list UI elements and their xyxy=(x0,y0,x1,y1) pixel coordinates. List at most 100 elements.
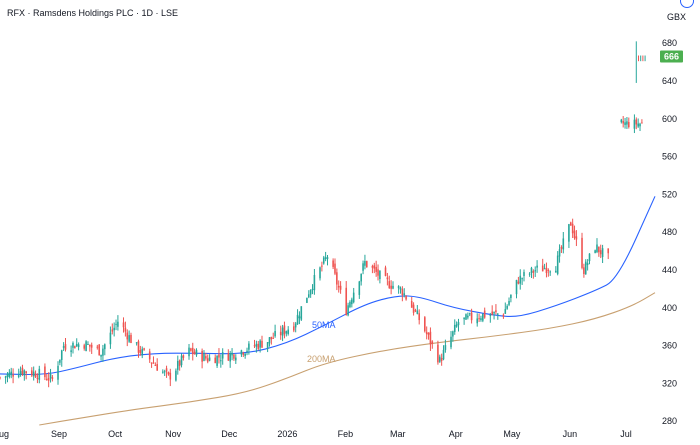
candle-body xyxy=(482,313,484,321)
candle-body xyxy=(598,246,600,253)
candle-body xyxy=(467,315,469,318)
candle-body xyxy=(44,366,46,378)
candle-body xyxy=(233,354,235,359)
candle-body xyxy=(205,356,207,359)
candle-body xyxy=(287,329,289,334)
candle-body xyxy=(412,304,415,313)
candle-body xyxy=(607,248,610,254)
candle-body xyxy=(98,344,100,356)
candle-body xyxy=(104,344,106,350)
candle-body xyxy=(31,370,33,376)
candle-body xyxy=(424,317,426,332)
y-tick-label: 280 xyxy=(662,416,677,426)
candle-body xyxy=(410,301,413,308)
x-tick-label: Dec xyxy=(221,429,238,439)
candle-body xyxy=(639,123,641,127)
candle-body xyxy=(165,368,168,372)
candle-body xyxy=(203,353,205,361)
candle-body xyxy=(465,314,467,320)
candle-body xyxy=(141,348,144,356)
candle-body xyxy=(255,343,258,347)
candle-body xyxy=(523,272,525,276)
last-price-badge-bg xyxy=(660,50,683,63)
candle-body xyxy=(517,281,520,284)
candle-body xyxy=(152,362,155,364)
candle-body xyxy=(148,351,151,360)
candle-body xyxy=(85,341,87,352)
candle-body xyxy=(90,344,93,348)
candle-body xyxy=(296,314,299,325)
candle-body xyxy=(425,331,428,335)
candle-body xyxy=(601,248,604,257)
candle-body xyxy=(137,341,140,353)
candle-body xyxy=(268,337,271,344)
candle-body xyxy=(571,223,574,234)
candle-body xyxy=(25,371,27,374)
candle-body xyxy=(309,289,312,295)
candle-body xyxy=(431,341,434,344)
candle-body xyxy=(221,352,224,359)
candle-body xyxy=(130,334,132,343)
candle-body xyxy=(508,301,510,305)
candle-body xyxy=(442,349,445,360)
candle-body xyxy=(386,277,389,280)
y-tick-label: 520 xyxy=(662,189,677,199)
candle-body xyxy=(150,362,153,364)
candle-body xyxy=(270,336,273,340)
candle-body xyxy=(519,275,522,284)
candle-body xyxy=(560,246,563,249)
candles xyxy=(0,41,646,388)
candle-body xyxy=(100,354,102,357)
candle-body xyxy=(62,346,65,348)
candle-body xyxy=(388,281,391,289)
candle-body xyxy=(281,327,284,336)
candle-body xyxy=(246,350,248,352)
candle-body xyxy=(562,238,565,250)
candle-body xyxy=(556,255,559,274)
candle-body xyxy=(635,119,638,125)
candle-body xyxy=(569,222,572,226)
y-tick-label: 400 xyxy=(662,303,677,313)
candle-body xyxy=(455,324,458,327)
candle-body xyxy=(521,278,523,280)
candle-body xyxy=(641,122,643,124)
candle-body xyxy=(549,271,551,273)
candle-body xyxy=(51,377,54,380)
ma200-label: 200MA xyxy=(307,354,336,364)
candle-body xyxy=(418,313,420,321)
candle-body xyxy=(319,267,321,279)
candle-body xyxy=(375,266,377,272)
candle-body xyxy=(180,355,183,366)
candle-body xyxy=(306,297,308,303)
candle-body xyxy=(620,119,623,123)
x-tick-label: Feb xyxy=(338,429,354,439)
candle-body xyxy=(457,322,460,326)
candle-body xyxy=(311,288,314,290)
candle-body xyxy=(633,119,636,129)
candle-body xyxy=(444,345,447,350)
candle-body xyxy=(453,324,456,332)
x-tick-label: May xyxy=(503,429,521,439)
candle-body xyxy=(416,310,419,314)
candle-body xyxy=(347,305,349,316)
candle-body xyxy=(294,323,297,328)
candle-body xyxy=(49,373,52,379)
candle-body xyxy=(624,122,626,125)
candle-body xyxy=(588,253,591,262)
candle-body xyxy=(34,373,37,378)
candle-body xyxy=(21,367,24,375)
candle-body xyxy=(478,318,480,320)
candle-body xyxy=(379,270,381,280)
candle-body xyxy=(253,345,256,347)
candle-body xyxy=(307,294,310,298)
x-tick-label: Mar xyxy=(390,429,406,439)
candle-body xyxy=(163,371,166,373)
candle-body xyxy=(476,318,479,324)
candle-body xyxy=(298,316,301,319)
candle-body xyxy=(586,263,589,265)
candle-body xyxy=(113,327,115,331)
candle-body xyxy=(362,263,364,271)
candle-body xyxy=(74,346,76,349)
